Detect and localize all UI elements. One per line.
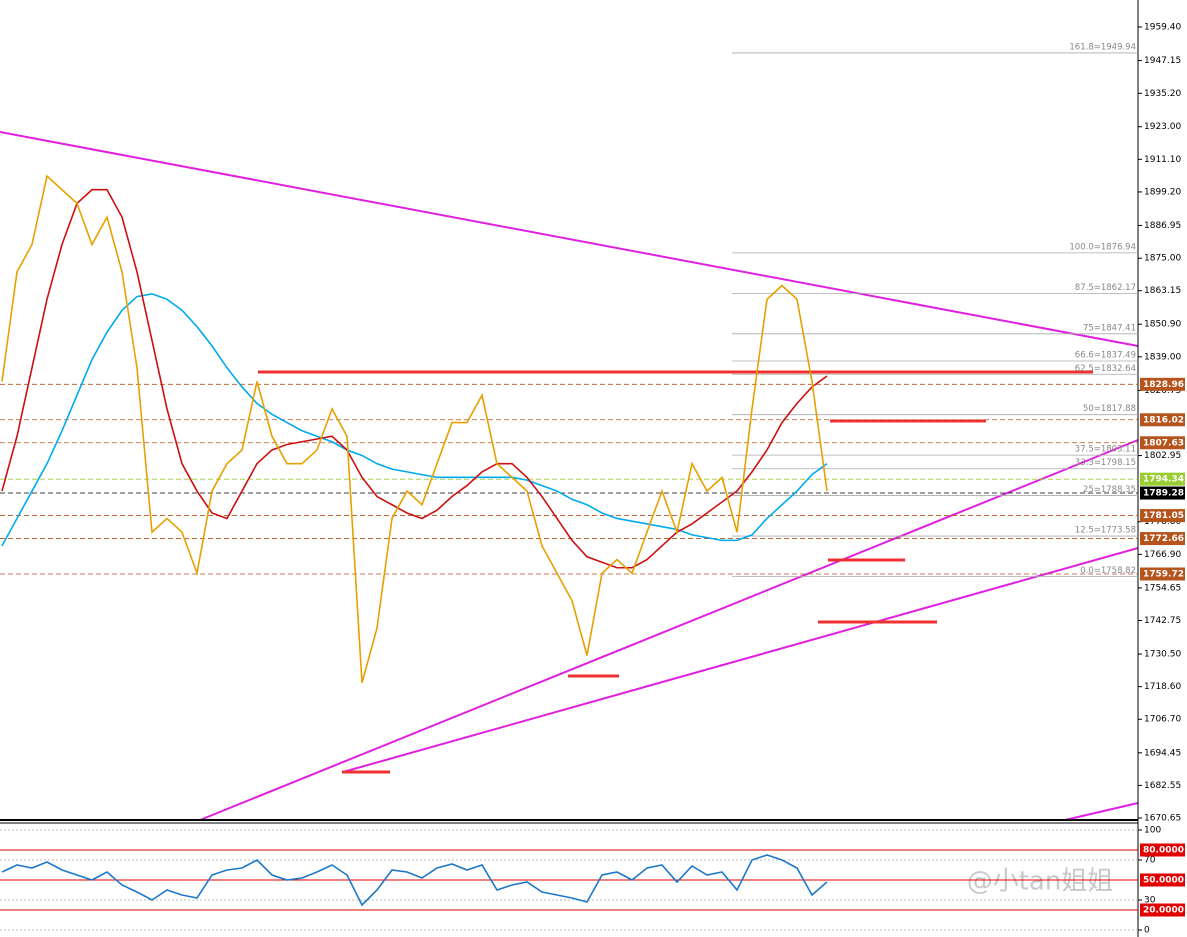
- fib-label: 37.5=1803.11: [1075, 445, 1136, 455]
- y-tick-label: 1718.60: [1144, 682, 1181, 692]
- y-tick-label: 1911.10: [1144, 155, 1181, 165]
- y-tick-label: 1730.50: [1144, 650, 1181, 660]
- y-tick-label: 1923.00: [1144, 122, 1181, 132]
- price-tag-label: 1807.63: [1143, 438, 1184, 448]
- fib-label: 62.5=1832.64: [1075, 364, 1136, 374]
- fib-label: 0.0=1758.82: [1080, 566, 1136, 576]
- drawings: [0, 131, 1139, 821]
- fib-label: 87.5=1862.17: [1075, 283, 1136, 293]
- y-tick-label: 1947.15: [1144, 56, 1181, 66]
- y-tick-label: 70: [1144, 856, 1156, 866]
- level-label: 80.0000: [1143, 846, 1184, 856]
- y-tick-label: 1886.95: [1144, 221, 1181, 231]
- y-tick-label: 1754.65: [1144, 583, 1181, 593]
- y-tick-label: 1959.40: [1144, 23, 1181, 33]
- price-tag: [1140, 486, 1185, 500]
- fib-label: 75=1847.41: [1083, 323, 1136, 333]
- level-label: 20.0000: [1143, 906, 1184, 916]
- level-tag: [1140, 873, 1185, 887]
- watermark: @小tan姐姐: [967, 867, 1114, 897]
- price-tag-label: 1794.34: [1143, 475, 1184, 485]
- level-tag: [1140, 843, 1185, 857]
- y-tick-label: 1802.95: [1144, 451, 1181, 461]
- price-tag-label: 1828.96: [1143, 380, 1184, 390]
- trendline: [0, 131, 1139, 347]
- fib-label: 12.5=1773.58: [1075, 526, 1136, 536]
- level-label: 50.0000: [1143, 876, 1184, 886]
- y-tick-label: 1766.90: [1144, 550, 1181, 560]
- y-tick-label: 1706.70: [1144, 715, 1181, 725]
- fib-label: 100.0=1876.94: [1069, 242, 1136, 252]
- fib-label: 161.8=1949.94: [1069, 42, 1136, 52]
- series-line: [1, 292, 828, 547]
- price-tag: [1140, 472, 1185, 486]
- price-tag: [1140, 413, 1185, 427]
- y-tick-label: 1826.75: [1144, 386, 1181, 396]
- series-line: [1, 188, 828, 569]
- price-tag-label: 1816.02: [1143, 415, 1184, 425]
- fib-label: 50=1817.88: [1083, 404, 1136, 414]
- price-tag-label: 1759.72: [1143, 570, 1184, 580]
- price-tag-label: 1789.28: [1143, 489, 1184, 499]
- y-tick-label: 1863.15: [1144, 286, 1181, 296]
- y-tick-label: 1899.20: [1144, 187, 1181, 197]
- y-tick-label: 1778.80: [1144, 517, 1181, 527]
- y-tick-label: 1742.75: [1144, 616, 1181, 626]
- price-tag: [1140, 509, 1185, 523]
- y-tick-label: 1682.55: [1144, 781, 1181, 791]
- fib-label: 66.6=1837.49: [1075, 350, 1136, 360]
- y-tick-label: 1850.90: [1144, 320, 1181, 330]
- y-tick-label: 30: [1144, 896, 1156, 906]
- price-tag: [1140, 436, 1185, 450]
- trendline: [342, 547, 1139, 773]
- fib-label: 25=1788.35: [1083, 485, 1136, 495]
- y-tick-label: 0: [1144, 926, 1150, 936]
- y-tick-label: 100: [1144, 826, 1161, 836]
- trendline: [199, 439, 1139, 821]
- trendline: [1064, 802, 1139, 821]
- y-tick-label: 1875.00: [1144, 254, 1181, 264]
- fib-label: 33.3=1798.15: [1075, 458, 1136, 468]
- y-tick-label: 1839.00: [1144, 352, 1181, 362]
- level-tag: [1140, 903, 1185, 917]
- y-tick-label: 1694.45: [1144, 748, 1181, 758]
- price-tag: [1140, 532, 1185, 546]
- series-line: [1, 174, 828, 684]
- price-tag-label: 1772.66: [1143, 534, 1184, 544]
- series-line: [1, 854, 828, 907]
- price-tag: [1140, 567, 1185, 581]
- price-tag-label: 1781.05: [1143, 511, 1184, 521]
- price-tag: [1140, 377, 1185, 391]
- y-tick-label: 1935.20: [1144, 89, 1181, 99]
- y-tick-label: 1670.65: [1144, 814, 1181, 824]
